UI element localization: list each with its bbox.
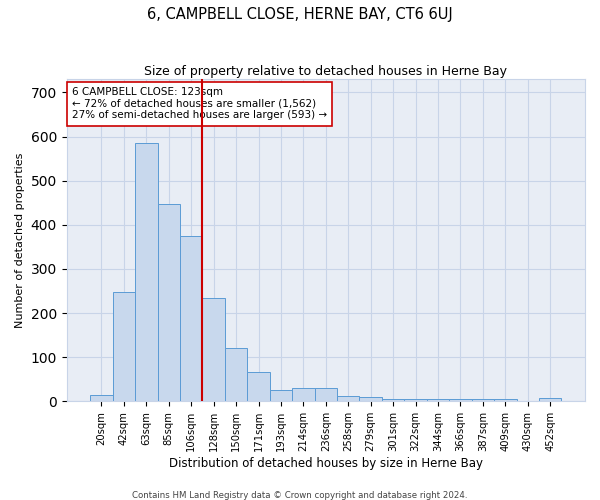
- Bar: [225, 348, 247, 402]
- Bar: [270, 390, 292, 402]
- Bar: [359, 397, 382, 402]
- Bar: [472, 399, 494, 402]
- Bar: [247, 372, 270, 402]
- Text: Contains HM Land Registry data © Crown copyright and database right 2024.: Contains HM Land Registry data © Crown c…: [132, 490, 468, 500]
- Title: Size of property relative to detached houses in Herne Bay: Size of property relative to detached ho…: [145, 65, 508, 78]
- Text: 6, CAMPBELL CLOSE, HERNE BAY, CT6 6UJ: 6, CAMPBELL CLOSE, HERNE BAY, CT6 6UJ: [147, 8, 453, 22]
- Bar: [202, 298, 225, 402]
- Bar: [158, 204, 180, 402]
- Bar: [427, 399, 449, 402]
- Bar: [382, 398, 404, 402]
- Bar: [113, 292, 135, 402]
- Bar: [494, 399, 517, 402]
- Bar: [135, 143, 158, 402]
- Bar: [449, 399, 472, 402]
- Bar: [314, 388, 337, 402]
- Bar: [90, 394, 113, 402]
- Y-axis label: Number of detached properties: Number of detached properties: [15, 152, 25, 328]
- Bar: [404, 399, 427, 402]
- Bar: [539, 398, 562, 402]
- Bar: [337, 396, 359, 402]
- Bar: [180, 236, 202, 402]
- Text: 6 CAMPBELL CLOSE: 123sqm
← 72% of detached houses are smaller (1,562)
27% of sem: 6 CAMPBELL CLOSE: 123sqm ← 72% of detach…: [72, 87, 327, 120]
- Bar: [292, 388, 314, 402]
- X-axis label: Distribution of detached houses by size in Herne Bay: Distribution of detached houses by size …: [169, 457, 483, 470]
